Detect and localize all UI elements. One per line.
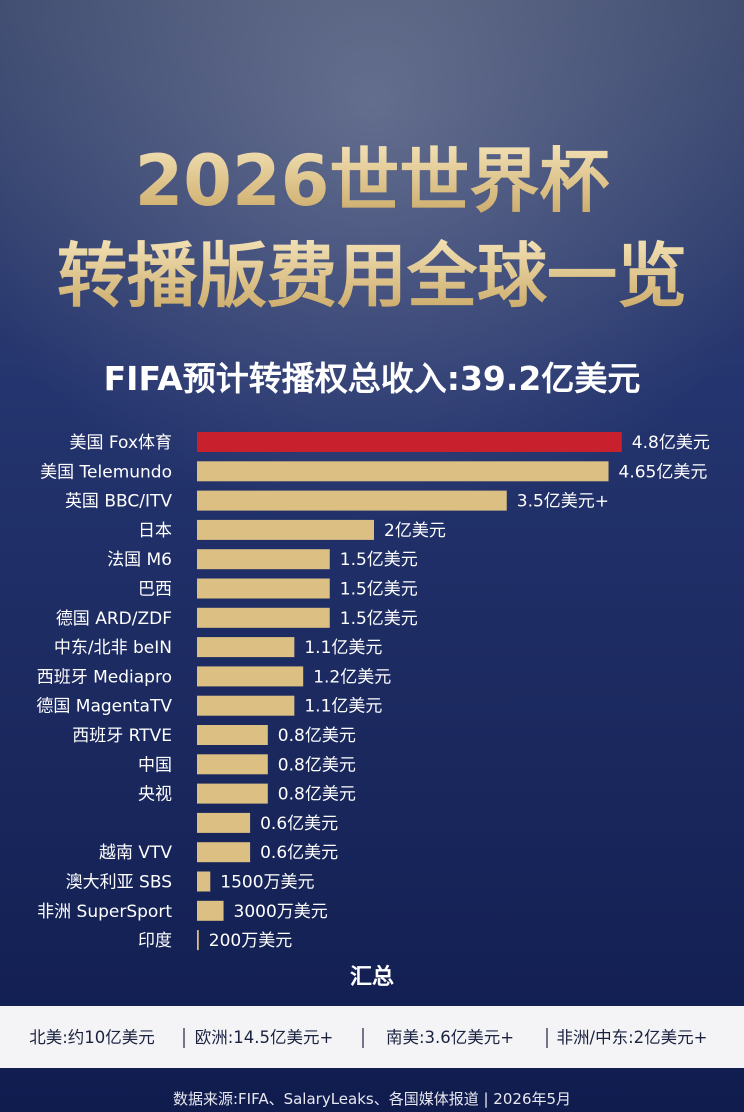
value-label: 200万美元 — [209, 931, 292, 951]
summary: 北美:约10亿美元 欧洲:14.5亿美元+ 南美:3.6亿美元+ 非洲/中东:2亿美元… — [29, 1028, 707, 1048]
value-label: 0.8亿美元 — [278, 785, 356, 805]
bar — [197, 666, 304, 687]
value-label: 0.6亿美元 — [260, 843, 338, 863]
category-label: 越南 VTV — [99, 843, 172, 863]
bar — [197, 725, 268, 745]
value-label: 2亿美元 — [384, 521, 446, 541]
value-label: 1500万美元 — [220, 873, 314, 893]
bar — [197, 754, 268, 775]
bar — [197, 842, 251, 863]
value-label: 3000万美元 — [234, 902, 328, 922]
value-label: 1.1亿美元 — [304, 638, 382, 658]
value-label: 1.5亿美元 — [340, 580, 418, 600]
bar — [197, 432, 622, 452]
category-label: 日本 — [138, 521, 172, 541]
category-label: 西班牙 RTVE — [72, 726, 172, 746]
summary-item: 南美:3.6亿美元+ — [386, 1028, 514, 1047]
category-label: 印度 — [138, 931, 172, 951]
summary-item: 非洲/中东:2亿美元+ — [557, 1028, 708, 1047]
category-label: 德国 ARD/ZDF — [56, 609, 172, 629]
value-label: 1.2亿美元 — [313, 667, 391, 687]
value-label: 4.65亿美元 — [619, 462, 708, 482]
bar — [197, 549, 330, 570]
bar — [197, 695, 295, 716]
value-label: 0.8亿美元 — [278, 726, 356, 746]
bar — [197, 900, 224, 921]
value-label: 1.1亿美元 — [304, 697, 382, 717]
bar — [197, 930, 199, 951]
category-label: 中东/北非 beIN — [54, 638, 172, 658]
bar — [197, 637, 295, 658]
bar — [197, 783, 268, 804]
category-label: 英国 BBC/ITV — [65, 492, 172, 512]
value-label: 1.5亿美元 — [340, 550, 418, 570]
bar — [197, 607, 330, 628]
source: 数据来源:FIFA、SalaryLeaks、各国媒体报道 | 2026年5月 — [173, 1090, 571, 1108]
smoke — [0, 0, 744, 700]
bar — [197, 578, 330, 599]
category-label: 央视 — [138, 785, 172, 805]
category-label: 西班牙 Mediapro — [37, 667, 172, 687]
summary-item: 欧洲:14.5亿美元+ — [195, 1028, 334, 1047]
value-label: 0.6亿美元 — [260, 814, 338, 834]
category-label: 法国 M6 — [107, 550, 172, 570]
bar — [197, 461, 609, 482]
title-line: 2026世世界杯 — [135, 140, 610, 222]
bar — [197, 871, 211, 892]
value-label: 3.5亿美元+ — [517, 492, 609, 512]
category-label: 巴西 — [138, 580, 172, 600]
summary-item: 北美:约10亿美元 — [29, 1028, 155, 1047]
summary-band — [0, 1006, 744, 1068]
category-label: 中国 — [138, 755, 172, 775]
category-label: 非洲 SuperSport — [37, 902, 172, 922]
bar — [197, 812, 251, 833]
subtitle: FIFA预计转播权总收入:39.2亿美元 — [104, 359, 641, 398]
category-label: 德国 MagentaTV — [36, 697, 172, 717]
title-line: 转播版费用全球一览 — [57, 235, 687, 317]
value-label: 0.8亿美元 — [278, 755, 356, 775]
value-label: 4.8亿美元 — [632, 433, 710, 453]
category-label: 美国 Telemundo — [40, 462, 172, 482]
category-label: 澳大利亚 SBS — [66, 873, 172, 893]
category-label: 美国 Fox体育 — [69, 433, 172, 453]
bar — [197, 519, 374, 540]
summary-title: 汇总 — [350, 964, 394, 990]
bar — [197, 490, 507, 511]
value-label: 1.5亿美元 — [340, 609, 418, 629]
